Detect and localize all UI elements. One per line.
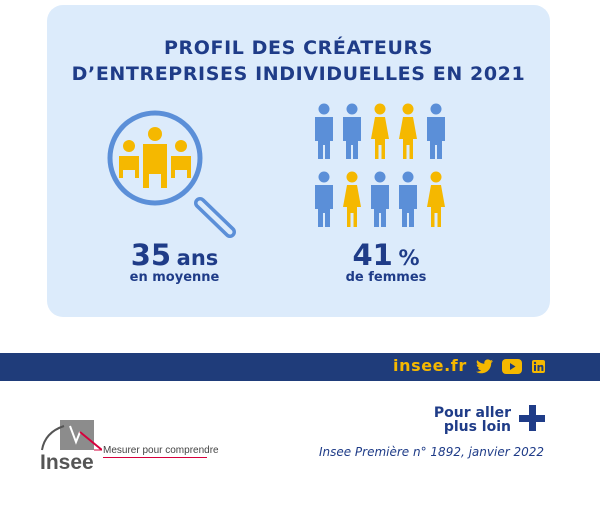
man-icon bbox=[315, 171, 333, 227]
youtube-icon[interactable] bbox=[502, 359, 522, 374]
more-info-line-1: Pour aller bbox=[433, 405, 511, 421]
twitter-icon[interactable] bbox=[476, 359, 494, 374]
age-stat: 35 ans bbox=[107, 238, 242, 272]
man-icon bbox=[427, 103, 445, 159]
plus-icon[interactable] bbox=[519, 405, 545, 431]
woman-icon bbox=[343, 171, 361, 227]
insee-tagline: Mesurer pour comprendre bbox=[103, 445, 219, 456]
age-unit: ans bbox=[176, 246, 219, 270]
women-caption: de femmes bbox=[345, 270, 427, 285]
women-unit: % bbox=[398, 246, 420, 270]
publication-reference: Insee Première n° 1892, janvier 2022 bbox=[318, 445, 544, 459]
title-line-2: D’ENTREPRISES INDIVIDUELLES EN 2021 bbox=[71, 63, 526, 85]
footer-band: insee.fr bbox=[0, 353, 600, 381]
woman-icon bbox=[399, 103, 417, 159]
man-icon bbox=[399, 171, 417, 227]
age-value: 35 bbox=[130, 238, 172, 272]
infographic-title: PROFIL DES CRÉATEURS D’ENTREPRISES INDIV… bbox=[47, 35, 550, 87]
title-line-1: PROFIL DES CRÉATEURS bbox=[164, 37, 433, 59]
magnifier-people-icon bbox=[107, 110, 236, 238]
more-info-line-2: plus loin bbox=[443, 419, 511, 435]
more-info-label[interactable]: Pour aller plus loin bbox=[434, 406, 511, 434]
insee-logo-word: Insee bbox=[40, 451, 94, 474]
women-value: 41 bbox=[352, 238, 393, 272]
man-icon bbox=[371, 171, 389, 227]
insee-logo-icon bbox=[41, 420, 102, 451]
tagline-underline bbox=[103, 457, 207, 458]
linkedin-icon[interactable] bbox=[532, 360, 545, 373]
man-icon bbox=[343, 103, 361, 159]
women-stat: 41 % bbox=[317, 238, 455, 272]
woman-icon bbox=[427, 171, 445, 227]
age-caption: en moyenne bbox=[129, 270, 220, 285]
man-icon bbox=[315, 103, 333, 159]
infographic-card: PROFIL DES CRÉATEURS D’ENTREPRISES INDIV… bbox=[47, 5, 550, 317]
woman-icon bbox=[371, 103, 389, 159]
women-pictogram-grid bbox=[315, 103, 445, 227]
insee-site-link[interactable]: insee.fr bbox=[393, 356, 467, 375]
